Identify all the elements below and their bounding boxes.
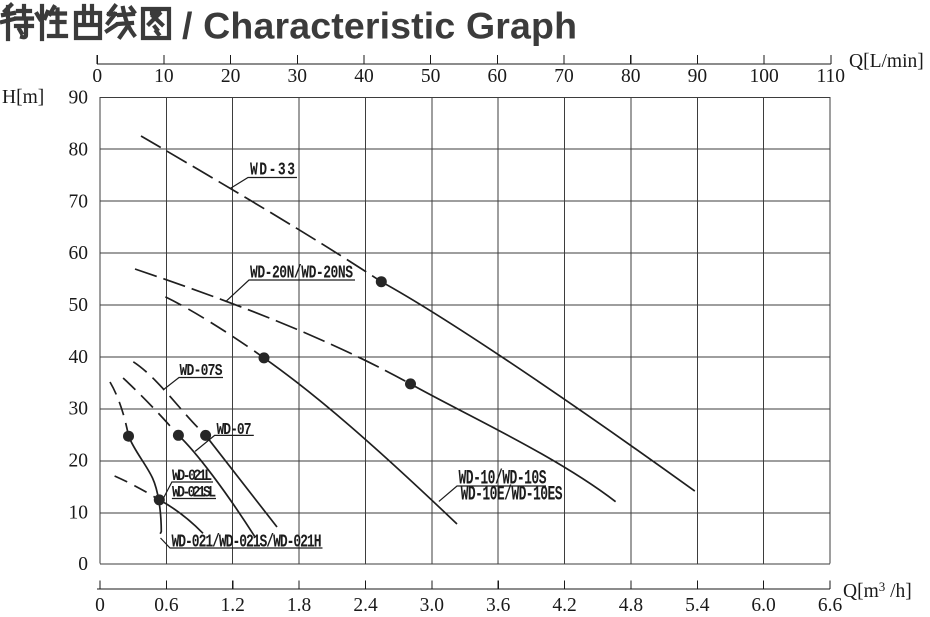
svg-text:3.0: 3.0 (420, 595, 444, 616)
svg-text:WD-021L: WD-021L (172, 468, 212, 485)
svg-text:0: 0 (78, 554, 88, 575)
svg-text:WD-33: WD-33 (250, 159, 295, 180)
svg-text:3.6: 3.6 (486, 595, 511, 616)
svg-text:6.6: 6.6 (818, 595, 843, 616)
svg-text:WD-021SL: WD-021SL (172, 485, 216, 502)
svg-text:30: 30 (288, 66, 308, 87)
svg-text:1.2: 1.2 (221, 595, 245, 616)
svg-text:80: 80 (621, 66, 641, 87)
svg-text:10: 10 (69, 502, 89, 523)
svg-text:WD-07S: WD-07S (180, 363, 223, 381)
svg-text:70: 70 (554, 66, 574, 87)
svg-text:60: 60 (488, 66, 508, 87)
svg-text:H[m]: H[m] (2, 87, 44, 108)
svg-text:4.8: 4.8 (619, 595, 643, 616)
svg-text:20: 20 (221, 66, 241, 87)
svg-text:40: 40 (354, 66, 374, 87)
svg-text:WD-10E/WD-10ES: WD-10E/WD-10ES (461, 484, 563, 507)
svg-text:WD-021/WD-021S/WD-021H: WD-021/WD-021S/WD-021H (172, 532, 322, 553)
svg-text:0.6: 0.6 (154, 595, 179, 616)
svg-text:50: 50 (421, 66, 441, 87)
svg-text:90: 90 (688, 66, 708, 87)
svg-text:1.8: 1.8 (287, 595, 311, 616)
svg-text:Q[m3 /h]: Q[m3 /h] (843, 579, 912, 602)
svg-text:70: 70 (69, 191, 89, 212)
svg-text:40: 40 (69, 347, 89, 368)
svg-text:0: 0 (92, 66, 102, 87)
svg-text:WD-20N/WD-20NS: WD-20N/WD-20NS (250, 262, 353, 283)
svg-text:50: 50 (69, 295, 89, 316)
svg-text:0: 0 (95, 595, 105, 616)
svg-text:60: 60 (69, 243, 89, 264)
svg-text:WD-07: WD-07 (217, 422, 252, 440)
svg-text:90: 90 (69, 88, 89, 109)
svg-text:30: 30 (69, 399, 89, 420)
svg-text:100: 100 (749, 66, 778, 87)
svg-text:5.4: 5.4 (685, 595, 710, 616)
svg-text:4.2: 4.2 (552, 595, 576, 616)
svg-text:80: 80 (69, 140, 89, 161)
svg-text:6.0: 6.0 (751, 595, 775, 616)
svg-text:/ Characteristic Graph: / Characteristic Graph (182, 5, 577, 47)
svg-text:110: 110 (817, 66, 846, 87)
svg-text:WD-10/WD-10S: WD-10/WD-10S (459, 468, 547, 491)
svg-text:10: 10 (154, 66, 174, 87)
svg-text:Q[L/min]: Q[L/min] (849, 51, 924, 72)
svg-text:20: 20 (69, 451, 89, 472)
svg-text:2.4: 2.4 (353, 595, 378, 616)
